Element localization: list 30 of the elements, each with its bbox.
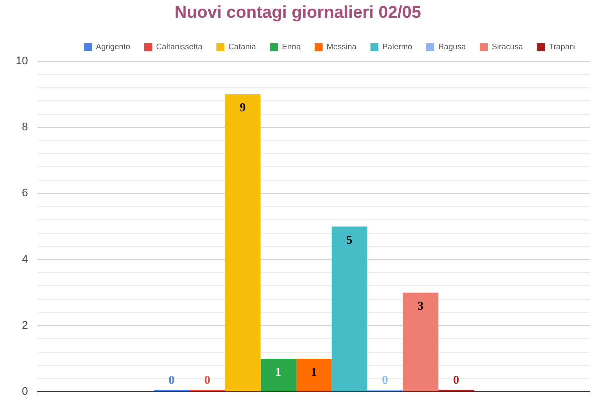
data-label: 1	[276, 365, 282, 380]
chart-title: Nuovi contagi giornalieri 02/05	[174, 2, 422, 22]
legend-label: Enna	[282, 42, 302, 52]
bar	[225, 94, 261, 392]
bar	[260, 358, 296, 392]
legend-label: Messina	[326, 42, 358, 52]
y-tick-label: 8	[22, 122, 28, 134]
data-label: 1	[311, 365, 318, 380]
legend-label: Catania	[228, 42, 257, 52]
legend-label: Trapani	[549, 42, 576, 52]
data-label: 9	[240, 100, 246, 115]
data-label: 5	[346, 232, 353, 247]
bar	[403, 292, 439, 392]
legend-label: Palermo	[382, 42, 414, 52]
data-label: 0	[453, 373, 460, 388]
data-label: 0	[204, 373, 210, 388]
legend-label: Ragusa	[438, 42, 467, 52]
legend-label: Caltanissetta	[156, 42, 204, 52]
y-tick-label: 6	[22, 188, 28, 200]
data-label: 0	[168, 373, 175, 388]
data-label: 0	[382, 373, 388, 388]
y-tick-label: 2	[22, 320, 28, 332]
data-label: 3	[418, 298, 424, 313]
bar	[332, 226, 368, 392]
legend-label: Siracusa	[492, 42, 524, 52]
bar	[296, 358, 332, 392]
y-tick-label: 10	[16, 55, 28, 68]
y-tick-label: 0	[22, 386, 28, 398]
y-tick-label: 4	[22, 254, 28, 266]
legend-label: Agrigento	[96, 42, 131, 52]
